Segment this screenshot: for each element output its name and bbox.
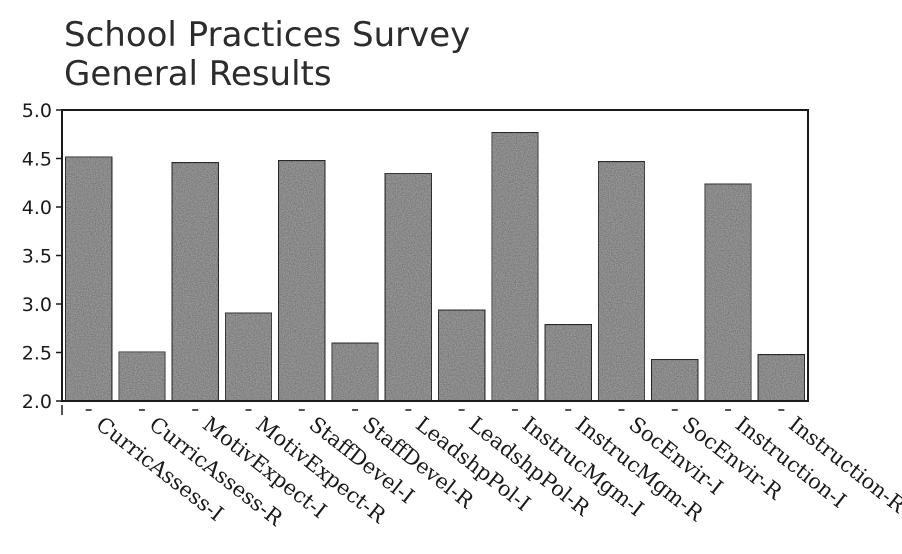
bar-leadshppol-r — [437, 309, 486, 402]
bar-curricassess-r — [117, 350, 167, 402]
chart-title-line-1: School Practices Survey — [64, 15, 470, 55]
bar-curricassess-i — [64, 155, 113, 402]
plot-area-frame — [61, 109, 809, 402]
bar-instrucmgm-i — [490, 131, 540, 402]
bar-socenvir-i — [597, 160, 646, 402]
bar-motivexpect-r — [224, 311, 273, 402]
x-axis-category-labels: CurricAssess-ICurricAssess-RMotivExpect-… — [92, 412, 902, 531]
bar-instruction-r — [757, 353, 806, 402]
bar-motivexpect-i — [171, 161, 220, 402]
y-tick-label: 2.5 — [22, 343, 52, 365]
x-axis-tick-marks — [61, 405, 785, 415]
bar-instruction-i — [703, 182, 753, 402]
bar-leadshppol-i — [384, 172, 433, 402]
bar-instrucmgm-r — [544, 323, 593, 402]
y-tick-label: 4.0 — [22, 197, 52, 219]
bars-group — [64, 131, 806, 402]
y-tick-label: 4.5 — [22, 149, 52, 171]
bar-staffdevel-r — [330, 342, 380, 402]
y-tick-label: 2.0 — [22, 391, 52, 413]
y-axis-tick-labels: 2.0 2.5 3.0 3.5 4.0 4.5 5.0 — [22, 100, 62, 413]
y-tick-label: 5.0 — [22, 100, 52, 122]
y-tick-label: 3.5 — [22, 246, 52, 268]
y-tick-label: 3.0 — [22, 294, 52, 316]
chart-title-line-2: General Results — [64, 54, 332, 94]
bar-socenvir-r — [650, 358, 699, 402]
bar-staffdevel-i — [277, 159, 326, 402]
